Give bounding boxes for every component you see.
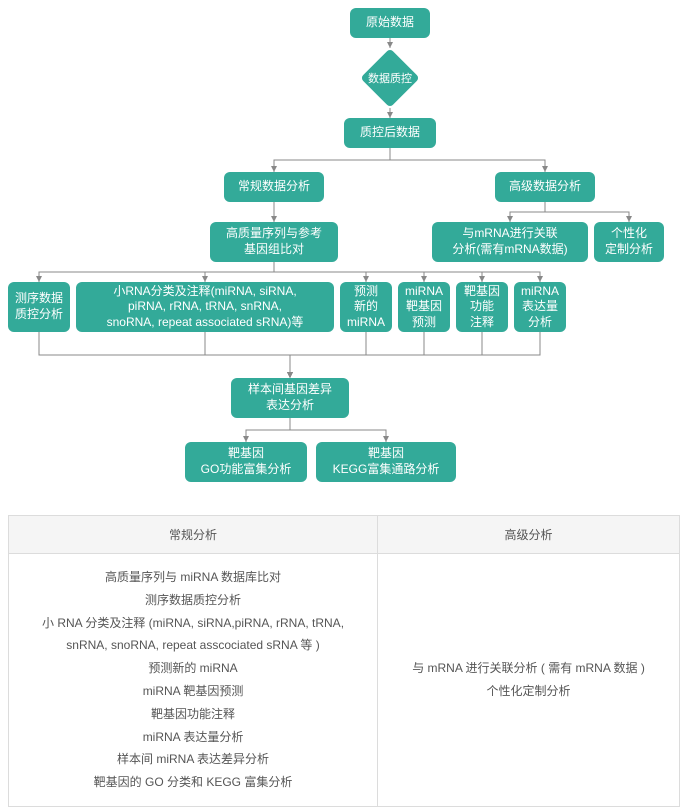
- node-diff: 样本间基因差异表达分析: [231, 378, 349, 418]
- node-raw: 原始数据: [350, 8, 430, 38]
- node-anno: 靶基因功能注释: [456, 282, 508, 332]
- table-cell-regular: 高质量序列与 miRNA 数据库比对测序数据质控分析小 RNA 分类及注释 (m…: [9, 554, 378, 807]
- table-header-advanced: 高级分析: [378, 516, 680, 554]
- node-predict: 预测新的miRNA: [340, 282, 392, 332]
- node-expr: miRNA表达量分析: [514, 282, 566, 332]
- table-cell-advanced: 与 mRNA 进行关联分析 ( 需有 mRNA 数据 )个性化定制分析: [378, 554, 680, 807]
- node-postqc: 质控后数据: [344, 118, 436, 148]
- table-header-regular: 常规分析: [9, 516, 378, 554]
- node-advanced: 高级数据分析: [495, 172, 595, 202]
- node-target: miRNA靶基因预测: [398, 282, 450, 332]
- node-go: 靶基因GO功能富集分析: [185, 442, 307, 482]
- node-regular: 常规数据分析: [224, 172, 324, 202]
- flowchart-canvas: 原始数据数据质控质控后数据常规数据分析 高级数据分析高质量序列与参考基因组比对 与m…: [0, 0, 689, 510]
- comparison-table: 常规分析 高级分析 高质量序列与 miRNA 数据库比对测序数据质控分析小 RN…: [8, 515, 680, 807]
- node-custom: 个性化定制分析: [594, 222, 664, 262]
- node-class: 小RNA分类及注释(miRNA, siRNA,piRNA, rRNA, tRNA…: [76, 282, 334, 332]
- node-kegg: 靶基因KEGG富集通路分析: [316, 442, 456, 482]
- node-mrna: 与mRNA进行关联分析(需有mRNA数据): [432, 222, 588, 262]
- node-qc: 数据质控: [360, 48, 420, 108]
- node-align: 高质量序列与参考基因组比对: [210, 222, 338, 262]
- node-seqqc: 测序数据质控分析: [8, 282, 70, 332]
